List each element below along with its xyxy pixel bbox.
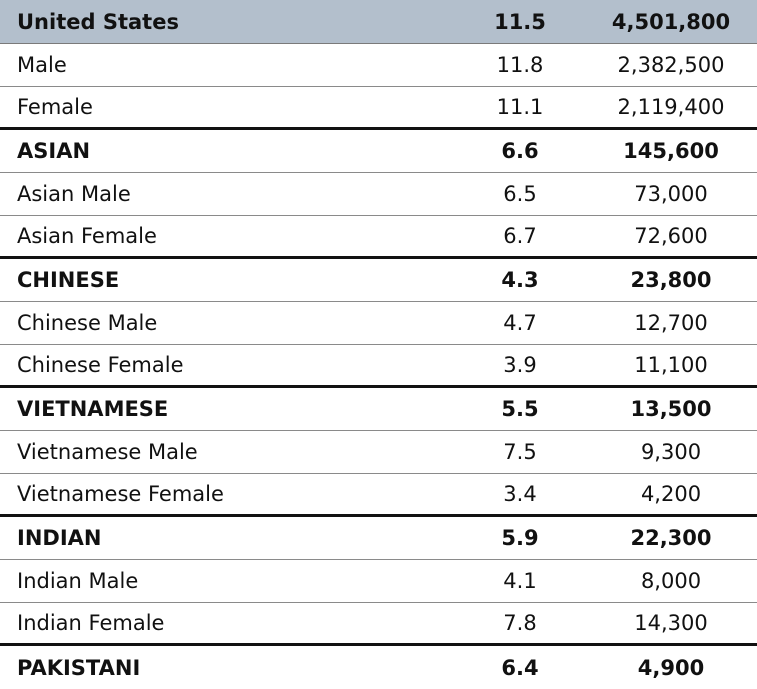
row-rate: 3.9: [503, 353, 537, 377]
row-label: VIETNAMESE: [17, 397, 169, 421]
row-count: 23,800: [630, 268, 712, 292]
row-label: Vietnamese Male: [17, 440, 198, 464]
table-row-vietnamese-male: Vietnamese Male 7.5 9,300: [0, 431, 757, 474]
row-count: 13,500: [630, 397, 712, 421]
table-row-vietnamese: VIETNAMESE 5.5 13,500: [0, 388, 757, 431]
row-rate: 7.5: [503, 440, 537, 464]
table-row-male: Male 11.8 2,382,500: [0, 44, 757, 87]
table-row-female: Female 11.1 2,119,400: [0, 87, 757, 130]
row-label: Indian Male: [17, 569, 139, 593]
row-label: Asian Female: [17, 224, 157, 248]
row-rate: 4.1: [503, 569, 537, 593]
table-row-indian-male: Indian Male 4.1 8,000: [0, 560, 757, 603]
table-row-chinese: CHINESE 4.3 23,800: [0, 259, 757, 302]
row-rate: 6.7: [503, 224, 537, 248]
row-rate: 5.5: [501, 397, 539, 421]
row-rate: 11.5: [494, 9, 546, 34]
row-rate: 11.8: [496, 53, 544, 77]
row-label: PAKISTANI: [17, 655, 141, 680]
row-count: 4,501,800: [611, 9, 731, 34]
row-label: Male: [17, 53, 67, 77]
table-row-vietnamese-female: Vietnamese Female 3.4 4,200: [0, 474, 757, 517]
table-row-indian: INDIAN 5.9 22,300: [0, 517, 757, 560]
row-rate: 7.8: [503, 611, 537, 635]
row-label: Chinese Male: [17, 311, 158, 335]
row-label: United States: [17, 9, 179, 34]
row-count: 4,200: [640, 482, 702, 506]
row-count: 73,000: [634, 182, 708, 206]
row-rate: 6.4: [501, 655, 539, 680]
row-count: 2,382,500: [617, 53, 725, 77]
row-count: 4,900: [637, 655, 705, 680]
table-row-asian-female: Asian Female 6.7 72,600: [0, 216, 757, 259]
row-count: 8,000: [640, 569, 702, 593]
row-rate: 6.5: [503, 182, 537, 206]
row-count: 145,600: [623, 139, 719, 163]
table-row-indian-female: Indian Female 7.8 14,300: [0, 603, 757, 646]
row-label: CHINESE: [17, 268, 120, 292]
row-label: Asian Male: [17, 182, 131, 206]
row-count: 22,300: [630, 526, 712, 550]
row-label: INDIAN: [17, 526, 102, 550]
row-count: 9,300: [640, 440, 702, 464]
row-rate: 5.9: [501, 526, 539, 550]
table-row-chinese-male: Chinese Male 4.7 12,700: [0, 302, 757, 345]
row-count: 72,600: [634, 224, 708, 248]
row-count: 11,100: [634, 353, 708, 377]
row-label: ASIAN: [17, 139, 91, 163]
table-row-pakistani: PAKISTANI 6.4 4,900: [0, 646, 757, 689]
row-rate: 11.1: [496, 95, 544, 119]
row-label: Chinese Female: [17, 353, 184, 377]
table-row-united-states: United States 11.5 4,501,800: [0, 0, 757, 44]
row-label: Female: [17, 95, 93, 119]
row-label: Vietnamese Female: [17, 482, 224, 506]
table-row-chinese-female: Chinese Female 3.9 11,100: [0, 345, 757, 388]
row-rate: 3.4: [503, 482, 537, 506]
row-count: 2,119,400: [617, 95, 725, 119]
row-count: 12,700: [634, 311, 708, 335]
row-rate: 4.7: [503, 311, 537, 335]
row-rate: 6.6: [501, 139, 539, 163]
row-count: 14,300: [634, 611, 708, 635]
row-label: Indian Female: [17, 611, 165, 635]
row-rate: 4.3: [501, 268, 539, 292]
table-row-asian-male: Asian Male 6.5 73,000: [0, 173, 757, 216]
table-row-asian: ASIAN 6.6 145,600: [0, 130, 757, 173]
